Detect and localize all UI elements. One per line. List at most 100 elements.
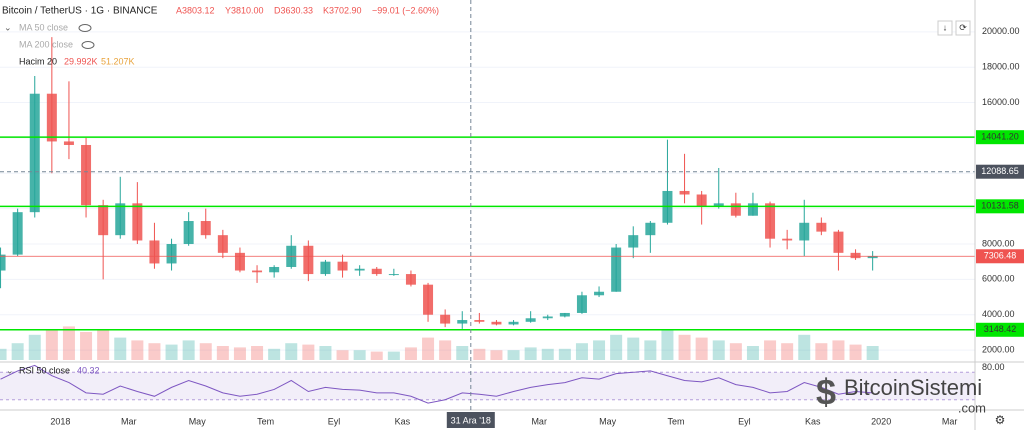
candle-body (833, 231, 844, 253)
volume-bar (507, 350, 520, 360)
logo: $ BitcoinSistemi .com (816, 372, 986, 416)
crosshair-date: 31 Ara '18 (451, 415, 491, 425)
crosshair-date-box (446, 412, 495, 428)
volume-bar (0, 348, 7, 360)
candle-body (115, 203, 126, 236)
last-price-box (976, 249, 1024, 264)
candle-body (388, 274, 399, 276)
volume-bar (593, 340, 606, 360)
rsi-legend[interactable]: RSI 50 close (19, 365, 70, 375)
level-label: 10131.58 (981, 201, 1019, 211)
volume-bar (216, 346, 229, 360)
volume-bar (439, 340, 452, 360)
volume-bar (182, 340, 195, 360)
candle-body (98, 205, 109, 236)
x-tick-label: Kas (805, 416, 821, 426)
volume-bar (832, 340, 845, 360)
volume-bar (695, 337, 708, 360)
volume-bar (319, 346, 332, 360)
candle-body (46, 93, 57, 142)
volume-bar (353, 350, 366, 360)
reset-button[interactable] (955, 20, 971, 36)
volume-bar (575, 343, 588, 360)
volume-bar (473, 348, 486, 360)
volume-bar (764, 340, 777, 360)
x-tick-label: 2018 (50, 416, 70, 426)
candle-body (217, 235, 228, 253)
volume-bar (558, 348, 571, 360)
logo-name: BitcoinSistemi (844, 375, 982, 400)
rsi-value: 40.32 (77, 365, 100, 375)
candle-body (867, 256, 878, 259)
y-tick-label: 2000.00 (982, 344, 1015, 354)
candle-body (782, 238, 793, 241)
y-tick-label: 20000.00 (982, 26, 1020, 36)
rsi-line (0, 364, 873, 404)
volume-bar (370, 351, 383, 360)
candle-body (508, 321, 519, 325)
candle-body (696, 194, 707, 207)
level-label-box (976, 322, 1024, 337)
scroll-button[interactable] (937, 20, 953, 36)
ohlc-close: K3702.90 (323, 5, 362, 15)
change: −99.01 (−2.60%) (372, 5, 439, 15)
ohlc-open: A3803.12 (176, 5, 215, 15)
candle-body (149, 240, 160, 264)
volume-ma-value: 51.207K (101, 56, 135, 66)
candle-body (576, 295, 587, 313)
candle-body (525, 318, 536, 322)
symbol: Bitcoin / TetherUS · 1G · BINANCE (2, 6, 158, 17)
candle-body (12, 212, 23, 255)
volume-bar (199, 343, 212, 360)
candle-body (423, 284, 434, 315)
candle-body (747, 203, 758, 216)
volume-bar (28, 334, 41, 360)
ohlc-low: D3630.33 (274, 5, 313, 15)
volume-bar (815, 343, 828, 360)
volume-legend[interactable]: Hacim 20 (19, 56, 57, 66)
candle-body (713, 203, 724, 207)
candle-body (850, 252, 861, 259)
plot (0, 31, 975, 404)
candle-body (799, 222, 810, 241)
ma200-legend[interactable]: MA 200 close (19, 39, 73, 49)
candle-body (252, 270, 263, 273)
settings-icon[interactable]: ⚙ (995, 413, 1006, 427)
candle-body (474, 320, 485, 322)
hide-icon[interactable] (81, 41, 95, 49)
volume-bar (114, 337, 127, 360)
y-tick-label: 8000.00 (982, 238, 1015, 248)
scroll-icon[interactable]: ↓ (943, 22, 948, 32)
ma50-legend[interactable]: MA 50 close (19, 22, 68, 32)
candle-body (816, 222, 827, 232)
volume-bar (285, 343, 298, 360)
collapse[interactable]: ⌄ (6, 365, 14, 375)
ohlc-high: Y3810.00 (225, 5, 264, 15)
candle-body (303, 245, 314, 275)
x-tick-label: Tem (667, 416, 684, 426)
volume-bar (456, 346, 469, 360)
volume-value: 29.992K (64, 56, 98, 66)
reset-icon[interactable]: ⟳ (959, 22, 967, 32)
volume-bar (644, 340, 657, 360)
hide-icon[interactable] (78, 24, 92, 32)
candle-body (200, 221, 211, 236)
collapse[interactable]: ⌄ (4, 22, 12, 32)
x-tick-label: Mar (942, 416, 958, 426)
x-tick-label: Eyl (738, 416, 751, 426)
x-tick-label: Kas (395, 416, 411, 426)
candle-body (765, 203, 776, 239)
volume-bar (45, 329, 58, 360)
candle-body (440, 314, 451, 324)
level-label-box (976, 130, 1024, 145)
candle-body (320, 261, 331, 275)
candle-body (183, 221, 194, 245)
volume-bar (268, 348, 281, 360)
candle-body (405, 274, 416, 285)
rsi-tick-label: 80.00 (982, 362, 1005, 372)
y-tick-label: 4000.00 (982, 309, 1015, 319)
candle-body (457, 320, 468, 324)
volume-bar (678, 334, 691, 360)
